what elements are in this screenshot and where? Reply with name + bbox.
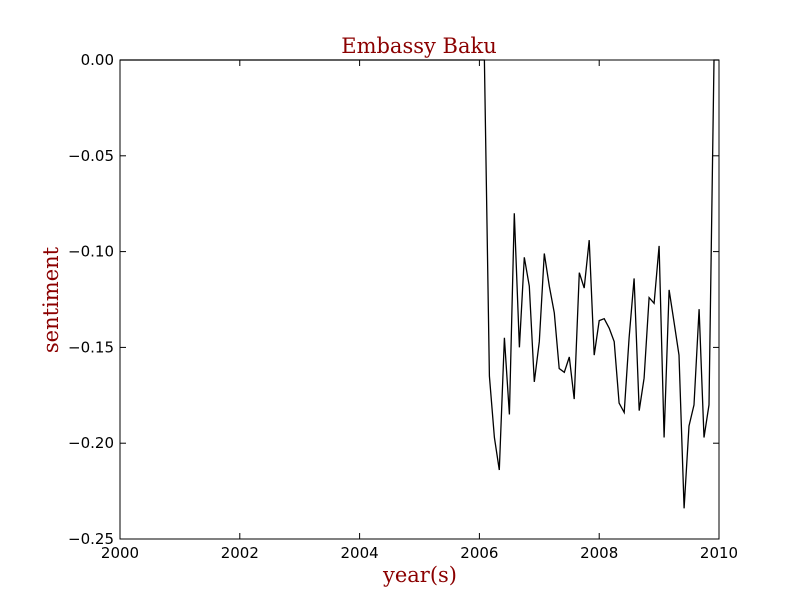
y-tick-label: −0.05	[68, 147, 114, 165]
plot-area-frame	[119, 59, 720, 540]
y-tick-label: −0.15	[68, 338, 114, 356]
chart-title: Embassy Baku	[341, 34, 497, 58]
x-tick-label: 2008	[580, 544, 618, 562]
y-tick-label: −0.20	[68, 434, 114, 452]
y-tick-label: −0.25	[68, 530, 114, 548]
x-tick-label: 2010	[700, 544, 738, 562]
y-axis-label: sentiment	[39, 246, 63, 353]
x-tick-label: 2002	[221, 544, 259, 562]
x-tick-label: 2006	[460, 544, 498, 562]
axis-ticks: 2000 2002 2004 2006 2008 2010 0.00 −0.05 −0.10 −0…	[68, 51, 738, 562]
y-tick-label: −0.10	[68, 243, 114, 261]
x-tick-label: 2004	[341, 544, 379, 562]
x-tick-label: 2000	[101, 544, 139, 562]
x-axis-label: year(s)	[382, 563, 457, 587]
y-tick-label: 0.00	[81, 51, 114, 69]
